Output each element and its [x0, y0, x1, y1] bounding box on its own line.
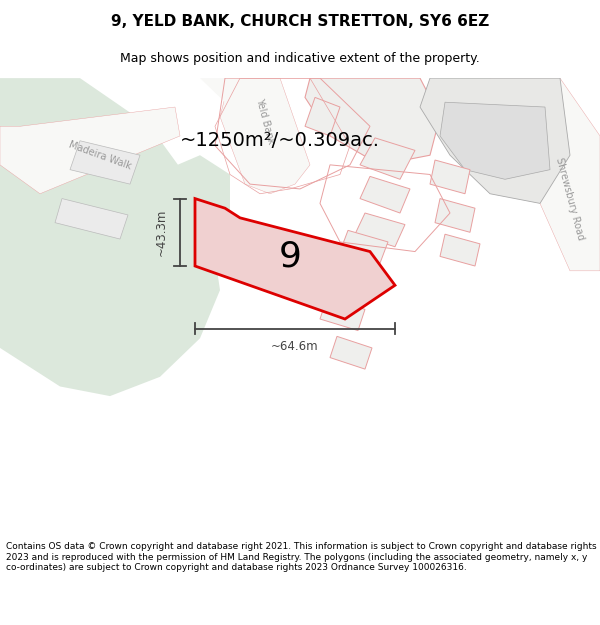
- Polygon shape: [355, 213, 405, 247]
- Text: Map shows position and indicative extent of the property.: Map shows position and indicative extent…: [120, 52, 480, 65]
- Polygon shape: [320, 298, 365, 331]
- Polygon shape: [435, 199, 475, 232]
- Text: Shrewsbury Road: Shrewsbury Road: [554, 156, 586, 241]
- Polygon shape: [440, 102, 550, 179]
- Text: Madeira Walk: Madeira Walk: [67, 139, 133, 171]
- Polygon shape: [220, 244, 260, 269]
- Text: Yeld Bank: Yeld Bank: [254, 98, 276, 146]
- Polygon shape: [360, 138, 415, 179]
- Polygon shape: [420, 78, 570, 203]
- Polygon shape: [360, 176, 410, 213]
- Polygon shape: [220, 78, 310, 194]
- Polygon shape: [70, 141, 140, 184]
- Polygon shape: [200, 78, 290, 151]
- Polygon shape: [55, 199, 128, 239]
- Polygon shape: [430, 160, 470, 194]
- Polygon shape: [195, 199, 395, 319]
- Text: ~43.3m: ~43.3m: [155, 209, 168, 256]
- Polygon shape: [305, 98, 340, 136]
- Polygon shape: [340, 231, 388, 263]
- Text: Contains OS data © Crown copyright and database right 2021. This information is : Contains OS data © Crown copyright and d…: [6, 542, 596, 572]
- Polygon shape: [440, 78, 560, 136]
- Text: ~64.6m: ~64.6m: [271, 340, 319, 353]
- Text: 9, YELD BANK, CHURCH STRETTON, SY6 6EZ: 9, YELD BANK, CHURCH STRETTON, SY6 6EZ: [111, 14, 489, 29]
- Text: ~1250m²/~0.309ac.: ~1250m²/~0.309ac.: [180, 131, 380, 150]
- Polygon shape: [330, 336, 372, 369]
- Polygon shape: [130, 155, 230, 290]
- Polygon shape: [440, 234, 480, 266]
- Polygon shape: [305, 78, 440, 165]
- Polygon shape: [0, 78, 220, 396]
- Text: 9: 9: [278, 239, 301, 273]
- Polygon shape: [330, 266, 375, 297]
- Polygon shape: [0, 107, 180, 194]
- Polygon shape: [490, 78, 600, 271]
